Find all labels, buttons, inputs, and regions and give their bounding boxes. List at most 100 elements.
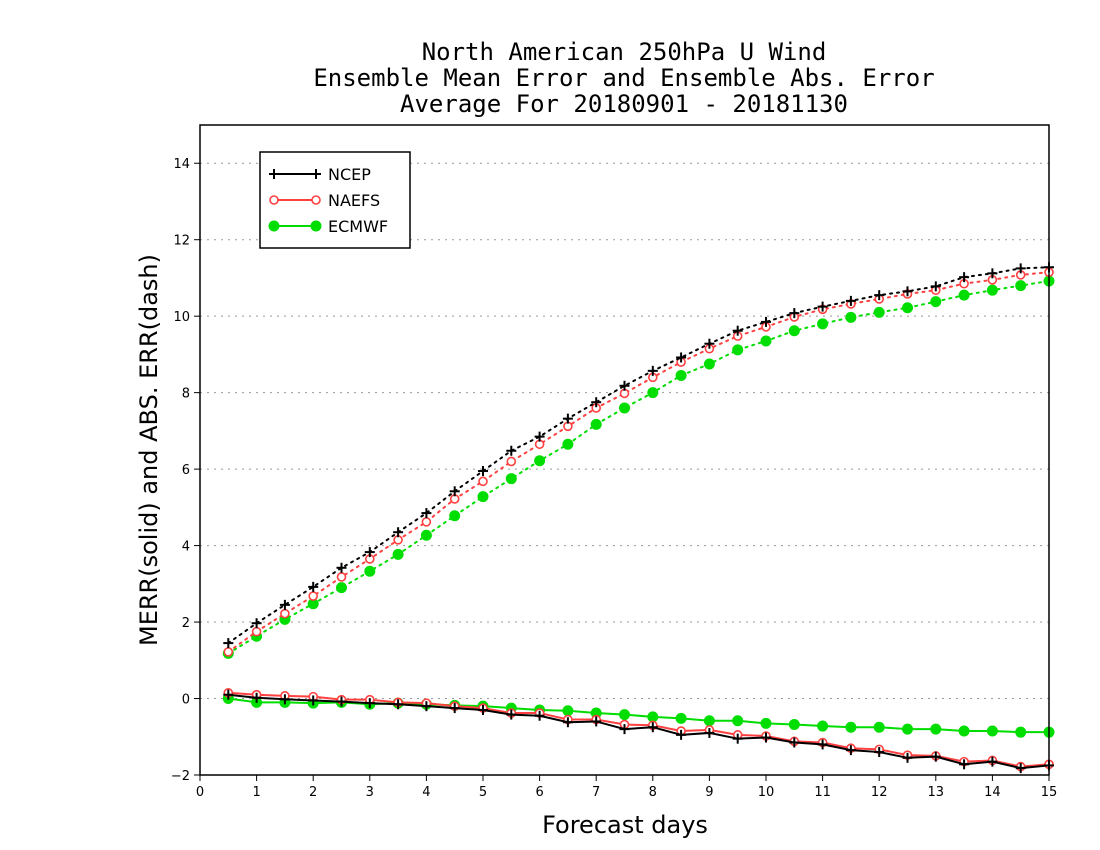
ecmwf-abs-err-point: [449, 510, 461, 522]
ncep-merr-point: [732, 733, 743, 744]
x-tick-label: 8: [649, 785, 657, 800]
x-tick-label: 2: [309, 785, 317, 800]
ecmwf-merr-point: [1015, 726, 1027, 738]
naefs-abs-err-point: [506, 456, 517, 467]
ncep-abs-err-point: [308, 581, 319, 592]
x-axis-label: Forecast days: [542, 811, 708, 839]
ncep-abs-err-point: [959, 272, 970, 283]
x-tick-label: 1: [252, 785, 260, 800]
ecmwf-abs-err-point: [534, 455, 546, 467]
ecmwf-merr-point: [788, 719, 800, 731]
ncep-abs-err-point: [364, 547, 375, 558]
x-tick-label: 15: [1041, 785, 1058, 800]
y-tick-label: 0: [182, 693, 190, 708]
y-tick-label: 10: [173, 310, 190, 325]
ecmwf-abs-err-point: [647, 387, 659, 399]
naefs-abs-err-point: [478, 476, 488, 487]
ecmwf-abs-err-point: [336, 582, 347, 594]
ncep-merr-point: [591, 716, 602, 727]
ecmwf-merr-point: [703, 715, 715, 727]
ecmwf-abs-err-point: [788, 325, 800, 337]
plot-frame: [199, 124, 1050, 776]
ncep-merr-point: [930, 751, 941, 762]
ncep-abs-err-point: [845, 295, 856, 306]
ncep-merr-point: [959, 759, 970, 770]
ncep-abs-err-point: [506, 445, 517, 456]
ncep-merr-point: [478, 705, 488, 715]
ncep-merr-point: [308, 695, 319, 706]
ncep-merr-point: [1015, 763, 1026, 774]
ncep-merr-point: [647, 722, 658, 733]
y-axis-label: MERR(solid) and ABS. ERR(dash): [135, 254, 163, 646]
ncep-abs-err-point: [676, 352, 687, 363]
ncep-abs-err-point: [902, 286, 913, 297]
ecmwf-abs-err-point: [392, 548, 404, 560]
ncep-merr-point: [704, 727, 715, 738]
ncep-abs-err-point: [874, 290, 885, 301]
ecmwf-merr-point: [647, 711, 659, 723]
ncep-abs-err-point: [789, 308, 800, 319]
ncep-merr-point: [987, 756, 998, 767]
ncep-abs-err-point: [732, 325, 743, 336]
ncep-abs-err-point: [421, 508, 432, 519]
ncep-abs-err-point: [1015, 263, 1026, 274]
x-tick-label: 13: [928, 785, 945, 800]
ncep-abs-err-point: [591, 397, 602, 408]
x-tick-label: 7: [592, 785, 600, 800]
legend-marker-ncep: [311, 169, 321, 179]
ncep-abs-err-point: [393, 527, 404, 538]
legend-marker-ncep: [269, 169, 279, 179]
ncep-merr-point: [874, 747, 885, 758]
ecmwf-merr-point: [930, 723, 942, 735]
ncep-merr-point: [619, 724, 630, 735]
ncep-merr-point: [449, 703, 460, 714]
ecmwf-merr-point: [845, 721, 857, 733]
ecmwf-abs-err-point: [986, 284, 998, 296]
ncep-abs-err-line: [227, 266, 1050, 645]
x-tick-label: 3: [366, 785, 374, 800]
y-tick-label: 4: [182, 540, 190, 555]
x-tick-label: 11: [814, 785, 831, 800]
legend-label-ncep: NCEP: [328, 165, 371, 184]
x-tick-label: 6: [535, 785, 543, 800]
ncep-abs-err-point: [449, 486, 460, 497]
ecmwf-abs-err-point: [619, 402, 630, 414]
y-tick-label: 2: [182, 616, 190, 631]
ncep-merr-point: [562, 717, 573, 728]
ncep-merr-point: [336, 696, 347, 707]
ecmwf-merr-point: [986, 725, 998, 737]
ncep-merr-point: [393, 699, 404, 710]
x-tick-label: 4: [422, 785, 430, 800]
ncep-abs-err-point: [478, 466, 488, 477]
ecmwf-abs-err-point: [930, 296, 942, 308]
chart-title-line-1: North American 250hPa U Wind: [421, 38, 827, 66]
ncep-merr-point: [845, 745, 856, 756]
ncep-abs-err-point: [817, 301, 828, 312]
x-tick-label: 5: [479, 785, 487, 800]
legend-marker-naefs: [311, 195, 321, 205]
y-tick-label: 6: [182, 463, 190, 478]
ecmwf-merr-line: [228, 697, 1049, 734]
ecmwf-merr-point: [562, 705, 574, 717]
naefs-abs-err-point: [421, 517, 432, 527]
legend: NCEP NAEFS ECMWF: [259, 151, 411, 249]
ecmwf-merr-point: [817, 720, 829, 732]
ncep-merr-point: [902, 752, 913, 763]
ecmwf-abs-err-point: [902, 302, 913, 314]
ecmwf-merr-point: [873, 721, 885, 733]
ncep-merr-point: [676, 729, 687, 740]
ncep-abs-err-point: [562, 413, 573, 424]
y-tick-label: 8: [182, 387, 190, 402]
ecmwf-merr-point: [760, 717, 772, 729]
ncep-abs-err-point: [619, 380, 630, 391]
legend-label-naefs: NAEFS: [328, 191, 380, 210]
ecmwf-merr-point: [619, 709, 630, 721]
naefs-abs-err-point: [280, 608, 290, 619]
ncep-merr-line: [228, 693, 1050, 770]
ncep-abs-err-point: [279, 599, 290, 610]
ncep-merr-point: [279, 694, 290, 705]
ncep-merr-point: [364, 698, 375, 709]
x-tick-label: 0: [196, 785, 204, 800]
ncep-abs-err-point: [930, 281, 941, 292]
ecmwf-abs-err-point: [1015, 280, 1027, 292]
